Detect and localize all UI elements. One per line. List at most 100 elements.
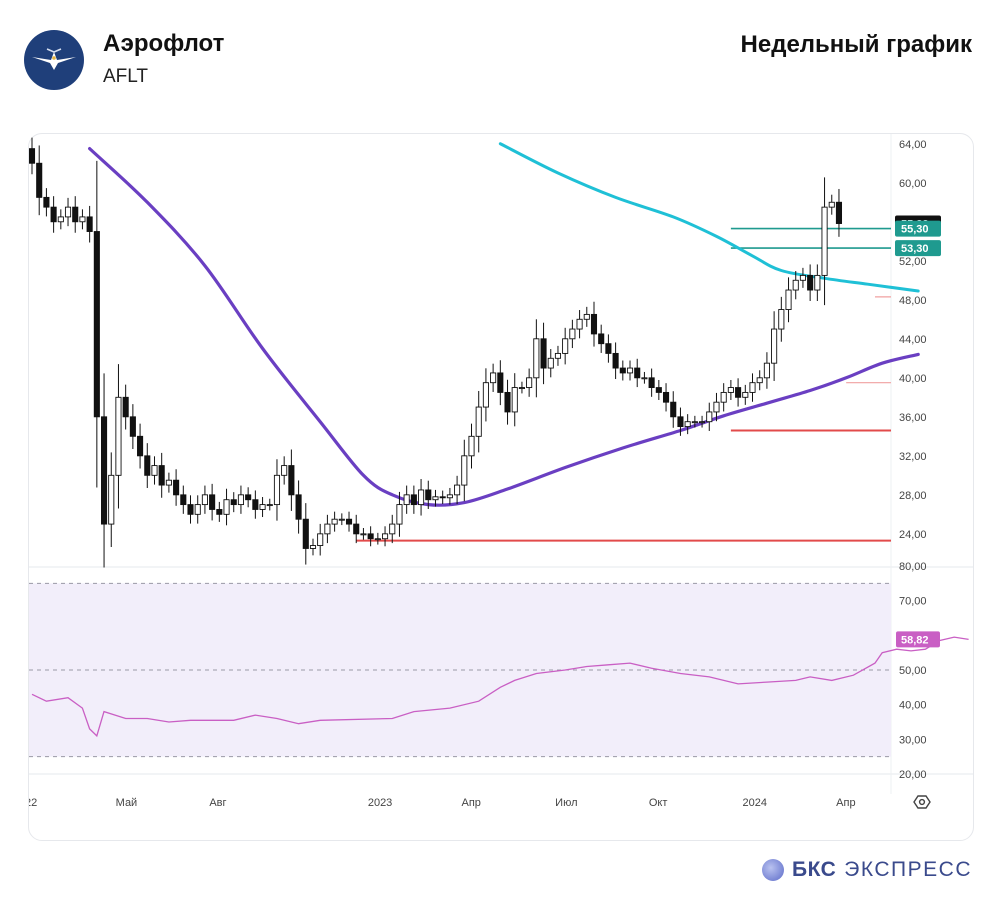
candle-body-up — [814, 274, 821, 291]
candle-body-up — [727, 387, 734, 393]
candle-body-up — [331, 518, 338, 525]
candle — [778, 296, 785, 342]
candle-body-down — [504, 391, 511, 413]
settings-icon[interactable] — [913, 795, 931, 809]
candle — [331, 511, 338, 532]
candle — [576, 310, 583, 339]
candle — [396, 491, 403, 537]
candle — [799, 267, 806, 288]
y-tick-label: 32,00 — [899, 451, 927, 463]
candle-body-up — [446, 494, 453, 499]
candle-body-up — [821, 206, 828, 276]
brand-logo-icon — [761, 859, 784, 881]
candle-body-up — [691, 421, 698, 424]
x-tick-label: Апр — [462, 797, 481, 809]
candle — [677, 407, 684, 436]
candle-body-up — [454, 484, 461, 496]
candle-body-down — [180, 494, 187, 506]
candle — [504, 379, 511, 425]
candle-body-up — [64, 206, 72, 218]
candle-body-down — [655, 387, 662, 393]
candle-body-down — [619, 367, 626, 374]
price-badge-level — [895, 240, 941, 257]
candle-body-up — [626, 367, 634, 374]
candle — [655, 380, 662, 400]
candle-body-up — [201, 494, 208, 506]
candle — [785, 277, 792, 323]
candle-body-down — [158, 465, 165, 486]
candle-body-down — [50, 206, 57, 223]
candle — [72, 196, 79, 233]
candle-body-up — [115, 396, 122, 476]
candle-body-up — [713, 401, 720, 413]
candle-body-down — [36, 162, 43, 198]
x-tick-label: Авг — [209, 797, 226, 809]
candle — [699, 415, 706, 428]
candle-body-up — [576, 318, 583, 330]
candle-body-down — [605, 343, 612, 354]
aeroflot-wings-icon — [32, 48, 76, 70]
candle-body-down — [86, 216, 93, 232]
candle — [446, 487, 453, 505]
candle-body-up — [518, 387, 525, 390]
candle-body-up — [338, 518, 345, 521]
candle — [237, 485, 244, 514]
y-tick-label: 48,00 — [899, 295, 927, 307]
brand-name-bold: БКС — [791, 858, 837, 881]
rsi-tick-label: 20,00 — [899, 769, 927, 781]
candle — [814, 264, 821, 302]
candle — [461, 439, 468, 502]
candle — [425, 480, 432, 509]
x-tick-label: Июл — [555, 797, 577, 809]
moving-averages — [88, 142, 920, 507]
candle-body-up — [554, 352, 562, 359]
candle-body-up — [562, 338, 569, 354]
candle-body-down — [353, 523, 360, 535]
candle — [151, 456, 158, 485]
candle — [648, 368, 655, 397]
candle — [562, 327, 569, 365]
candle-body-up — [526, 377, 533, 389]
candle — [540, 322, 547, 385]
candle-body-down — [735, 387, 742, 398]
candle — [727, 380, 734, 400]
ma-long-line — [498, 142, 920, 293]
x-tick-label: 2024 — [743, 797, 767, 809]
candle — [281, 456, 288, 485]
candle — [100, 373, 108, 568]
y-tick-label: 24,00 — [899, 529, 927, 541]
candle — [590, 301, 598, 347]
candle — [273, 459, 281, 521]
candle-body-down — [252, 499, 259, 510]
candle-body-down — [439, 496, 446, 499]
candle — [792, 271, 799, 300]
candle-body-down — [173, 479, 180, 496]
candle — [129, 404, 136, 449]
candle — [490, 363, 497, 392]
price-chart: 64,0060,0056,0052,0048,0044,0040,0036,00… — [25, 134, 973, 809]
y-tick-label: 40,00 — [899, 373, 927, 385]
candle-body-down — [835, 201, 843, 224]
candle-body-up — [684, 421, 691, 428]
candle-body-down — [612, 352, 619, 369]
candle — [641, 371, 648, 384]
price-badge-level — [895, 220, 941, 237]
candle — [662, 383, 670, 412]
candle-body-down — [295, 494, 302, 520]
candle-body-up — [281, 465, 288, 476]
candle-body-down — [677, 416, 684, 428]
candle — [771, 311, 778, 381]
candle-body-down — [122, 396, 129, 418]
candle-body-down — [670, 401, 677, 418]
candle — [475, 390, 482, 453]
candle-body-up — [396, 504, 403, 525]
candle-body-down — [497, 372, 504, 393]
candle-body-down — [590, 313, 598, 335]
candle — [670, 391, 677, 428]
company-name: Аэрофлот — [103, 30, 225, 57]
candle-body-up — [79, 216, 86, 223]
rsi-tick-label: 30,00 — [899, 734, 927, 746]
candle-body-up — [374, 538, 381, 541]
candle — [187, 495, 194, 524]
x-tick-label: Апр — [836, 797, 855, 809]
